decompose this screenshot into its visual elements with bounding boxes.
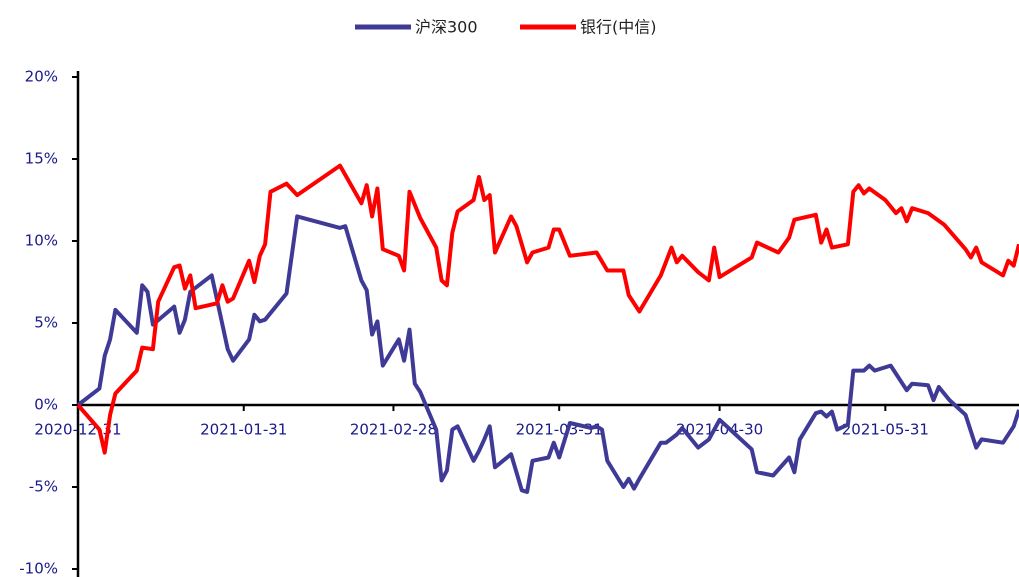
legend-label: 沪深300 [415,18,478,37]
y-tick-label: 20% [25,68,58,86]
legend: 沪深300 银行(中信) [355,18,657,37]
series-line [76,214,1019,494]
y-tick-label: 5% [34,314,58,332]
y-tick-label: 10% [25,232,58,250]
y-tick-label: -5% [29,478,58,496]
y-tick-label: -10% [19,560,58,577]
y-tick-label: 15% [25,150,58,168]
x-tick-label: 2021-02-28 [350,421,437,439]
legend-label: 银行(中信) [580,18,657,37]
x-tick-label: 2021-01-31 [200,421,287,439]
x-tick-label: 2021-05-31 [842,421,929,439]
series-line [76,163,1019,455]
y-tick-label: 0% [34,396,58,414]
x-tick-label: 2021-04-30 [676,421,763,439]
